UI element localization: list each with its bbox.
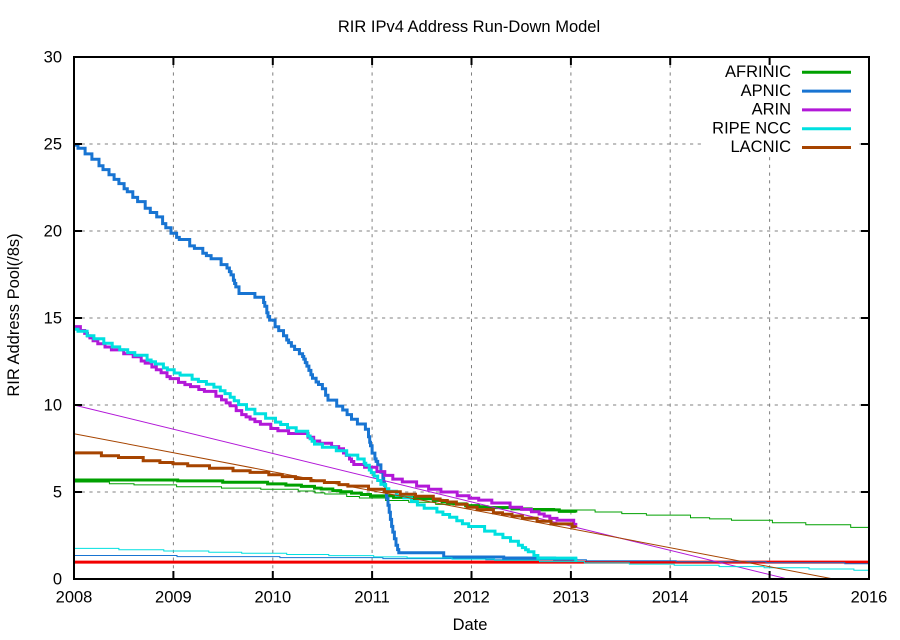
svg-text:2015: 2015 bbox=[751, 589, 788, 607]
svg-text:2009: 2009 bbox=[155, 589, 192, 607]
svg-text:15: 15 bbox=[44, 310, 62, 328]
svg-text:20: 20 bbox=[44, 223, 62, 241]
svg-text:2011: 2011 bbox=[354, 589, 389, 607]
svg-text:0: 0 bbox=[53, 571, 62, 589]
svg-text:ARIN: ARIN bbox=[752, 101, 791, 119]
svg-text:30: 30 bbox=[44, 49, 62, 67]
svg-text:RIR IPv4 Address Run-Down Mode: RIR IPv4 Address Run-Down Model bbox=[338, 18, 600, 36]
svg-text:25: 25 bbox=[44, 136, 62, 154]
svg-text:2014: 2014 bbox=[652, 589, 689, 607]
svg-text:Date: Date bbox=[453, 616, 488, 634]
svg-text:2016: 2016 bbox=[851, 589, 888, 607]
svg-text:APNIC: APNIC bbox=[741, 82, 792, 100]
svg-text:5: 5 bbox=[53, 484, 62, 502]
svg-text:RIPE NCC: RIPE NCC bbox=[712, 119, 791, 137]
svg-text:10: 10 bbox=[44, 397, 62, 415]
svg-text:2013: 2013 bbox=[553, 589, 590, 607]
svg-text:2010: 2010 bbox=[254, 589, 291, 607]
svg-text:AFRINIC: AFRINIC bbox=[725, 63, 791, 81]
svg-text:LACNIC: LACNIC bbox=[730, 138, 791, 156]
svg-text:RIR Address Pool(/8s): RIR Address Pool(/8s) bbox=[5, 233, 23, 396]
svg-text:2008: 2008 bbox=[56, 589, 93, 607]
svg-text:2012: 2012 bbox=[453, 589, 490, 607]
